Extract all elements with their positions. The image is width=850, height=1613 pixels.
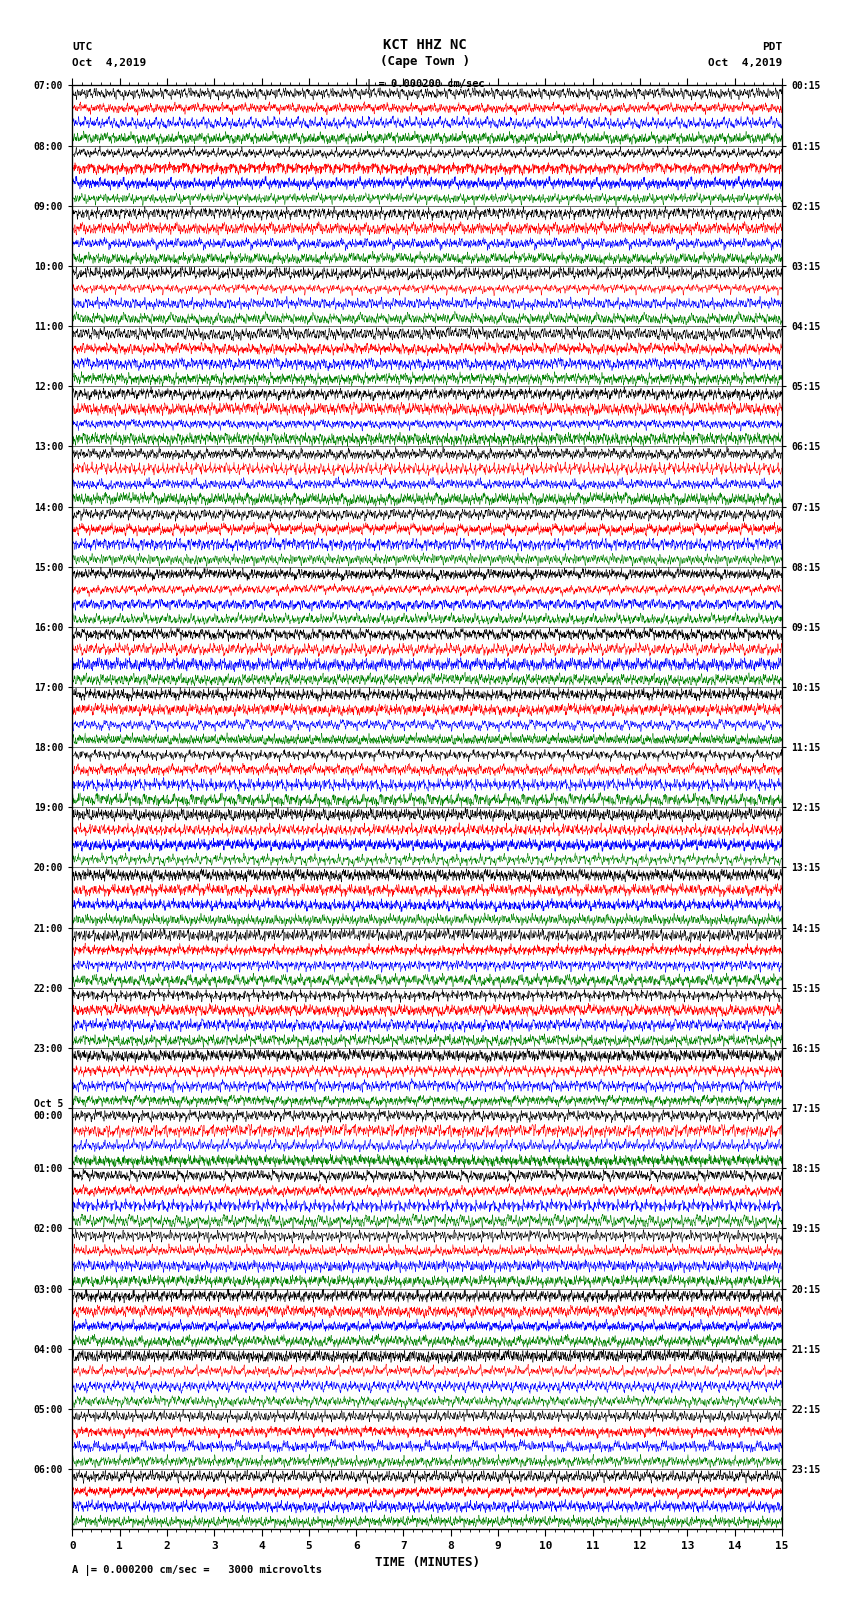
Text: A |= 0.000200 cm/sec =   3000 microvolts: A |= 0.000200 cm/sec = 3000 microvolts <box>72 1565 322 1576</box>
Text: (Cape Town ): (Cape Town ) <box>380 55 470 68</box>
Text: PDT: PDT <box>762 42 782 52</box>
X-axis label: TIME (MINUTES): TIME (MINUTES) <box>375 1557 479 1569</box>
Text: Oct  4,2019: Oct 4,2019 <box>708 58 782 68</box>
Text: | = 0.000200 cm/sec: | = 0.000200 cm/sec <box>366 79 484 90</box>
Text: Oct  4,2019: Oct 4,2019 <box>72 58 146 68</box>
Text: KCT HHZ NC: KCT HHZ NC <box>383 39 467 52</box>
Text: UTC: UTC <box>72 42 93 52</box>
